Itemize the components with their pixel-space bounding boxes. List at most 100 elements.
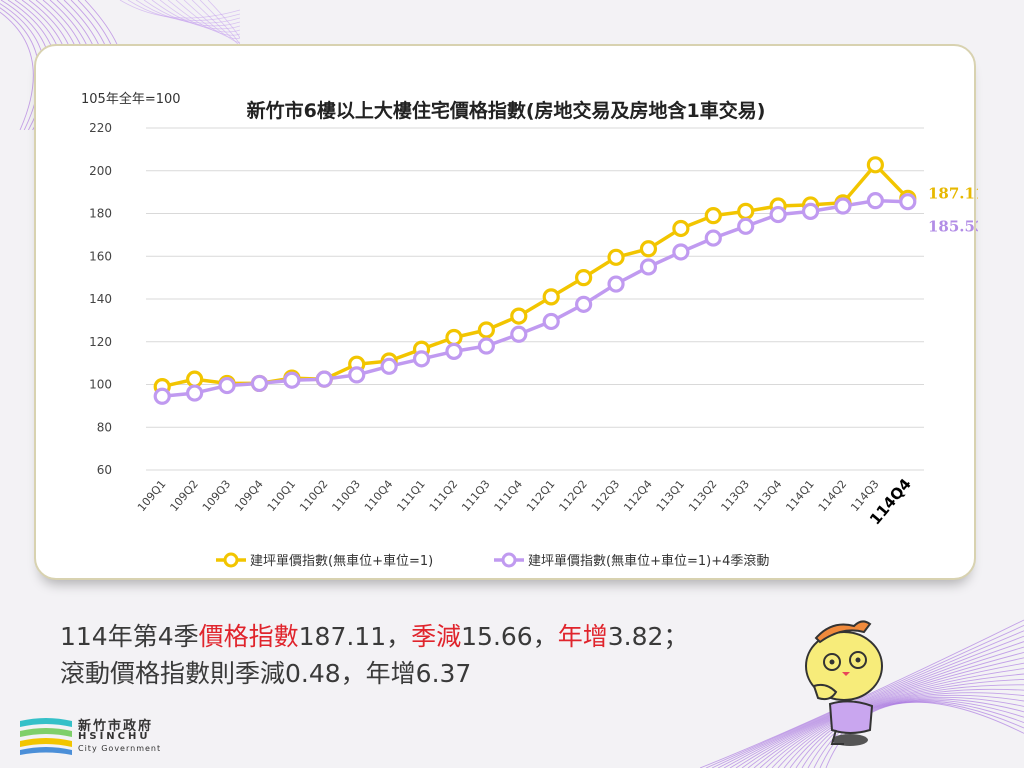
data-point-series-2: [769, 205, 787, 224]
series-lines: [161, 163, 910, 399]
data-point-series-2: [380, 357, 398, 375]
data-point-series-2: [704, 229, 722, 247]
series-points: [153, 156, 917, 405]
caption-text: 187.11，: [298, 622, 412, 651]
legend-entry-label: 建坪單價指數(無車位+車位=1)+4季滾動: [528, 554, 769, 569]
x-tick-label: 111Q1: [394, 478, 428, 514]
x-axis-ticks: 109Q1109Q2109Q3109Q4110Q1110Q2110Q3110Q4…: [135, 475, 915, 528]
x-tick-label: 111Q4: [492, 478, 526, 514]
y-tick-label: 140: [89, 292, 112, 306]
data-point-series-2: [315, 370, 333, 388]
chart-unit-label: 105年全年=100: [81, 91, 181, 107]
x-tick-label: 112Q3: [589, 478, 623, 514]
data-point-series-2: [186, 384, 204, 402]
x-tick-label: 113Q1: [654, 478, 688, 514]
line-chart: 105年全年=100 新竹市6樓以上大樓住宅價格指數(房地交易及房地含1車交易)…: [81, 91, 978, 569]
y-tick-label: 120: [89, 335, 112, 349]
caption-highlight: 價格指數: [198, 622, 299, 651]
chart-card: 105年全年=100 新竹市6樓以上大樓住宅價格指數(房地交易及房地含1車交易)…: [34, 44, 978, 580]
data-point-series-2: [477, 337, 495, 355]
y-tick-label: 160: [89, 249, 112, 263]
caption-text: 114年第4季: [60, 622, 199, 651]
x-tick-label: 112Q4: [621, 478, 655, 514]
logo-english-1: HSINCHU: [78, 731, 151, 742]
x-tick-label: 114Q2: [816, 478, 850, 514]
data-point-series-2: [834, 197, 852, 215]
data-point-series-1: [445, 328, 463, 347]
x-tick-label: 111Q2: [427, 478, 461, 514]
data-point-series-1: [737, 202, 755, 220]
data-point-series-2: [737, 217, 755, 235]
caption-text: 3.82；: [607, 622, 689, 651]
hsinchu-logo: 新竹市政府 HSINCHU City Government: [20, 715, 200, 759]
data-point-series-2: [639, 258, 658, 276]
x-tick-label: 111Q3: [459, 478, 493, 514]
series-line-1: [161, 163, 910, 389]
data-point-series-2: [899, 193, 917, 211]
data-point-series-1: [186, 370, 204, 388]
y-tick-label: 200: [89, 164, 112, 178]
data-point-series-1: [575, 269, 593, 287]
x-tick-label: 113Q4: [751, 478, 785, 514]
x-tick-label: 109Q2: [167, 478, 201, 514]
y-axis-ticks: 60 80 100 120 140 160 180 200 220: [89, 121, 112, 477]
data-point-series-1: [639, 240, 658, 258]
data-point-series-2: [510, 325, 528, 343]
x-tick-label: 109Q4: [232, 478, 266, 514]
chart-gridlines: [146, 127, 924, 471]
data-point-series-1: [672, 219, 690, 238]
y-tick-label: 80: [97, 420, 112, 434]
data-point-series-2: [153, 387, 171, 405]
data-point-series-2: [575, 295, 593, 313]
chart-legend: 建坪單價指數(無車位+車位=1) 建坪單價指數(無車位+車位=1)+4季滾動: [216, 552, 769, 569]
legend-swatch-marker: [223, 552, 239, 568]
x-tick-label: 109Q1: [135, 478, 169, 514]
data-point-series-2: [250, 374, 269, 393]
data-point-series-2: [672, 243, 690, 261]
data-point-series-2: [866, 192, 884, 210]
data-point-series-2: [412, 350, 431, 368]
data-point-series-1: [542, 288, 560, 306]
logo-mark-icon: [20, 718, 72, 755]
legend-entry-label: 建坪單價指數(無車位+車位=1): [250, 554, 433, 569]
x-tick-label: 112Q1: [524, 478, 558, 514]
x-tick-label: 110Q1: [265, 478, 299, 514]
x-tick-label: 113Q3: [718, 478, 752, 514]
data-point-series-2: [348, 366, 366, 384]
end-value-label-series-2: 185.53: [928, 218, 978, 236]
data-point-series-1: [477, 321, 495, 339]
summary-caption: 114年第4季價格指數187.11，季減15.66，年增3.82； 滾動價格指數…: [60, 618, 800, 692]
data-point-series-1: [510, 307, 528, 325]
chart-title: 新竹市6樓以上大樓住宅價格指數(房地交易及房地含1車交易): [247, 99, 766, 122]
x-tick-label: 114Q1: [783, 478, 817, 514]
y-tick-label: 180: [89, 207, 112, 221]
x-tick-label: 110Q4: [362, 478, 396, 514]
data-point-series-2: [542, 312, 560, 331]
data-point-series-1: [704, 207, 722, 225]
caption-text: 15.66，: [461, 622, 558, 651]
data-point-series-2: [283, 371, 301, 389]
x-tick-label: 109Q3: [200, 478, 234, 514]
x-tick-label: 110Q2: [297, 478, 331, 514]
caption-line-2: 滾動價格指數則季減0.48，年增6.37: [60, 659, 472, 688]
logo-name: 新竹市政府: [78, 719, 154, 734]
data-point-series-2: [218, 376, 236, 395]
caption-line-1: 114年第4季價格指數187.11，季減15.66，年增3.82；: [60, 618, 800, 655]
x-tick-label: 112Q2: [556, 478, 590, 514]
x-tick-label: 113Q2: [686, 478, 720, 514]
y-tick-label: 100: [89, 378, 112, 392]
data-point-series-2: [607, 275, 625, 293]
data-point-series-1: [866, 156, 884, 174]
x-tick-label: 110Q3: [329, 478, 363, 514]
data-point-series-1: [607, 248, 625, 266]
y-tick-label: 60: [97, 463, 112, 477]
caption-highlight: 季減: [411, 622, 462, 651]
end-labels: 187.11 185.53: [928, 184, 978, 235]
y-tick-label: 220: [89, 121, 112, 135]
data-point-series-2: [801, 202, 820, 220]
legend-swatch-marker: [501, 552, 517, 568]
caption-highlight: 年增: [557, 622, 608, 651]
end-value-label-series-1: 187.11: [928, 184, 978, 202]
logo-english-2: City Government: [78, 744, 162, 753]
data-point-series-2: [445, 342, 463, 360]
